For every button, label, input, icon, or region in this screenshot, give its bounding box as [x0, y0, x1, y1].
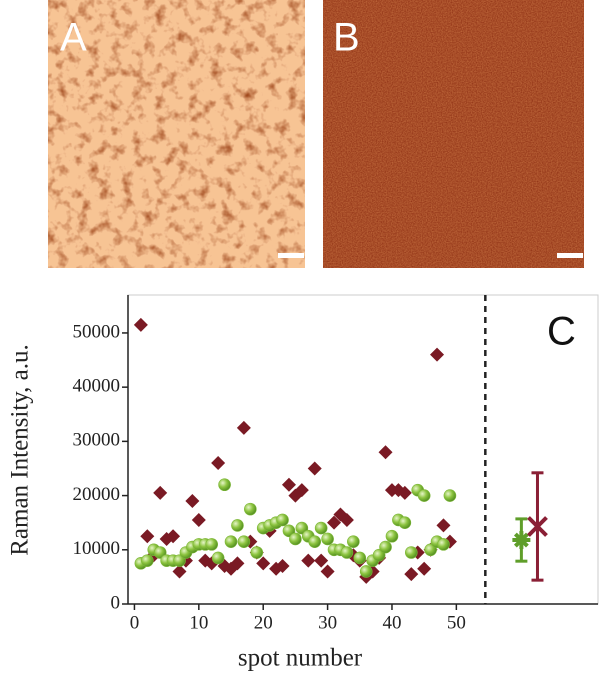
image-a-texture	[48, 0, 305, 268]
circle-point	[340, 546, 354, 559]
y-tick-label: 10000	[73, 538, 121, 559]
circle-point	[244, 502, 257, 516]
circle-point	[289, 532, 302, 546]
diamond-point	[185, 494, 200, 508]
panel-label: C	[547, 310, 576, 354]
image-b-texture	[323, 0, 584, 268]
y-tick-label: 20000	[73, 484, 121, 505]
circle-point	[359, 565, 373, 578]
x-tick-label: 10	[189, 612, 208, 633]
circle-point	[353, 551, 367, 565]
x-tick-label: 0	[130, 612, 140, 633]
circle-point	[237, 535, 251, 548]
summary-marker	[527, 516, 548, 537]
diamond-point	[172, 564, 187, 579]
diamond-point	[133, 317, 148, 332]
circle-point	[218, 478, 231, 492]
x-tick-label: 40	[382, 612, 401, 633]
diamond-point	[275, 559, 290, 574]
scale-bar	[557, 253, 583, 258]
diamond-point	[230, 556, 245, 571]
circle-point	[347, 535, 360, 548]
diamond-point	[153, 485, 168, 500]
diamond-point	[301, 553, 316, 568]
circle-point	[379, 540, 392, 554]
diamond-point	[436, 518, 451, 533]
panel-label: B	[333, 16, 360, 60]
circle-point	[205, 538, 218, 551]
diamond-point	[281, 477, 296, 492]
diamond-point	[307, 461, 322, 476]
circle-point	[224, 535, 238, 548]
y-tick-label: 0	[111, 592, 121, 613]
diamond-point	[211, 456, 226, 471]
x-tick-label: 50	[447, 612, 466, 633]
circle-point	[141, 554, 154, 567]
diamond-point	[166, 529, 181, 544]
x-axis-title: spot number	[238, 645, 363, 672]
circle-point	[314, 521, 328, 535]
diamond-point	[140, 529, 155, 544]
y-tick-label: 40000	[73, 376, 121, 397]
panel-label: A	[60, 16, 87, 60]
diamond-point	[320, 564, 335, 579]
diamond-point	[314, 553, 329, 568]
diamond-point	[417, 561, 432, 576]
circle-point	[276, 513, 289, 527]
diamond-point	[397, 485, 412, 500]
circle-point	[398, 516, 412, 529]
circle-point	[443, 489, 457, 502]
circle-point	[385, 529, 399, 543]
summary-marker	[512, 531, 531, 550]
diamond-point	[191, 512, 206, 527]
circle-point	[437, 538, 450, 551]
diamond-point	[327, 515, 342, 530]
diamond-point	[430, 347, 445, 362]
circle-point	[250, 546, 264, 559]
y-tick-label: 30000	[73, 430, 121, 451]
y-axis-title: Raman Intensity, a.u.	[7, 344, 34, 556]
diamond-point	[339, 512, 354, 527]
circle-point	[231, 519, 244, 532]
circle-point	[308, 535, 322, 548]
diamond-point	[256, 556, 271, 571]
x-tick-label: 30	[318, 612, 337, 633]
circle-point	[417, 489, 431, 502]
circle-point	[211, 551, 225, 565]
y-tick-label: 50000	[73, 321, 121, 342]
circle-point	[404, 546, 418, 559]
diamond-point	[294, 483, 309, 498]
diamond-point	[378, 445, 393, 460]
x-tick-label: 20	[254, 612, 273, 633]
scale-bar	[278, 253, 304, 258]
diamond-point	[404, 567, 419, 582]
diamond-point	[236, 420, 251, 435]
circle-point	[321, 532, 334, 546]
